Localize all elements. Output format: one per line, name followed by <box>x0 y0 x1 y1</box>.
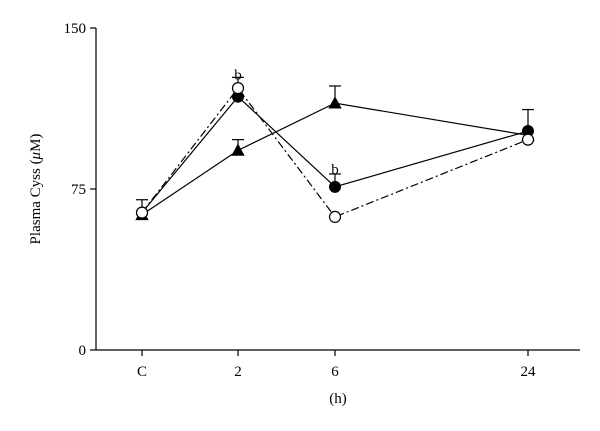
y-axis-title-prefix: Plasma Cyss ( <box>28 159 44 244</box>
data-point-filled-triangle <box>328 96 342 109</box>
x-ticks: C 2 6 24 <box>137 350 536 380</box>
x-tick-label: 2 <box>234 364 242 380</box>
plot-area: bb <box>135 68 535 224</box>
series-line-2 <box>141 87 529 218</box>
y-axis-title-unit: μ <box>28 151 44 160</box>
data-point-open-circle <box>135 206 149 219</box>
series-line-1 <box>141 95 529 213</box>
x-tick-label: 24 <box>521 364 537 380</box>
y-axis-title: Plasma Cyss (μM) <box>28 134 44 245</box>
y-axis-title-suffix: M) <box>28 134 44 152</box>
data-point-filled-circle <box>329 180 341 193</box>
y-tick-label: 150 <box>64 21 87 37</box>
x-tick-label: C <box>137 364 147 380</box>
data-point-open-circle <box>328 210 342 224</box>
x-tick-label: 6 <box>331 364 339 380</box>
y-tick-label: 0 <box>79 343 87 359</box>
y-tick-label: 75 <box>71 182 86 198</box>
x-axis-title: (h) <box>329 391 347 407</box>
annotation-label: b <box>234 68 242 84</box>
series-line-3 <box>141 102 529 216</box>
data-point-open-circle <box>231 82 245 95</box>
annotation-label: b <box>331 162 339 178</box>
data-point-filled-triangle <box>231 143 245 156</box>
y-ticks: 0 75 150 <box>64 21 96 359</box>
data-point-open-circle <box>521 133 535 146</box>
